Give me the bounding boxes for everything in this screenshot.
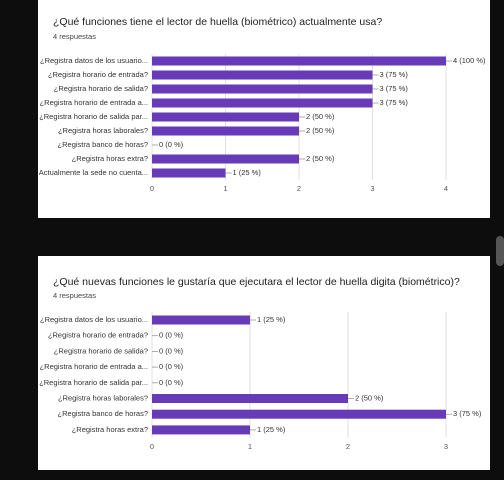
category-label: ¿Registra horas extra?: [72, 154, 148, 163]
category-label: Actualmente la sede no cuenta...: [39, 168, 148, 177]
x-tick-label: 3: [370, 184, 374, 193]
x-tick-label: 0: [150, 184, 154, 193]
bar: [152, 126, 299, 136]
category-label: ¿Registra datos de los usuario...: [40, 315, 148, 324]
chart-subtitle: 4 respuestas: [53, 32, 96, 41]
value-label: 1 (25 %): [257, 425, 286, 434]
category-label: ¿Registra banco de horas?: [58, 409, 148, 418]
value-label: 0 (0 %): [159, 362, 184, 371]
bar: [152, 425, 250, 435]
scroll-indicator: [496, 236, 504, 266]
category-label: ¿Registra horas laborales?: [58, 126, 148, 135]
x-tick-label: 2: [297, 184, 301, 193]
bar: [152, 315, 250, 325]
value-label: 0 (0 %): [159, 346, 184, 355]
value-label: 0 (0 %): [159, 140, 184, 149]
x-tick-label: 4: [444, 184, 448, 193]
value-label: 2 (50 %): [306, 112, 335, 121]
value-label: 2 (50 %): [306, 154, 335, 163]
card: [38, 256, 490, 470]
bar: [152, 168, 226, 178]
value-label: 3 (75 %): [380, 84, 409, 93]
value-label: 1 (25 %): [257, 315, 286, 324]
bar: [152, 98, 373, 108]
value-label: 2 (50 %): [306, 126, 335, 135]
category-label: ¿Registra horario de entrada?: [48, 70, 148, 79]
value-label: 4 (100 %): [453, 56, 486, 65]
bar: [152, 112, 299, 122]
category-label: ¿Registra horario de salida par...: [39, 112, 148, 121]
bar: [152, 409, 446, 419]
bar: [152, 154, 299, 164]
value-label: 3 (75 %): [380, 70, 409, 79]
x-tick-label: 3: [444, 442, 448, 451]
chart-title: ¿Qué nuevas funciones le gustaría que ej…: [53, 276, 460, 288]
category-label: ¿Registra datos de los usuario...: [40, 56, 148, 65]
bar: [152, 56, 446, 66]
value-label: 1 (25 %): [233, 168, 262, 177]
value-label: 3 (75 %): [380, 98, 409, 107]
category-label: ¿Registra horario de entrada?: [48, 331, 148, 340]
x-tick-label: 2: [346, 442, 350, 451]
bar: [152, 84, 373, 94]
value-label: 2 (50 %): [355, 393, 384, 402]
bar: [152, 394, 348, 403]
value-label: 3 (75 %): [453, 409, 482, 418]
category-label: ¿Registra horario de entrada a...: [40, 362, 148, 371]
category-label: ¿Registra horario de salida?: [54, 346, 148, 355]
card: [38, 0, 490, 218]
value-label: 0 (0 %): [159, 378, 184, 387]
category-label: ¿Registra horas extra?: [72, 425, 148, 434]
category-label: ¿Registra horas laborales?: [58, 393, 148, 402]
category-label: ¿Registra banco de horas?: [58, 140, 148, 149]
x-tick-label: 1: [248, 442, 252, 451]
value-label: 0 (0 %): [159, 331, 184, 340]
category-label: ¿Registra horario de salida par...: [39, 378, 148, 387]
bar: [152, 70, 373, 80]
chart-title: ¿Qué funciones tiene el lector de huella…: [53, 16, 382, 28]
category-label: ¿Registra horario de salida?: [54, 84, 148, 93]
x-tick-label: 1: [223, 184, 227, 193]
chart-subtitle: 4 respuestas: [53, 291, 96, 300]
x-tick-label: 0: [150, 442, 154, 451]
category-label: ¿Registra horario de entrada a...: [40, 98, 148, 107]
